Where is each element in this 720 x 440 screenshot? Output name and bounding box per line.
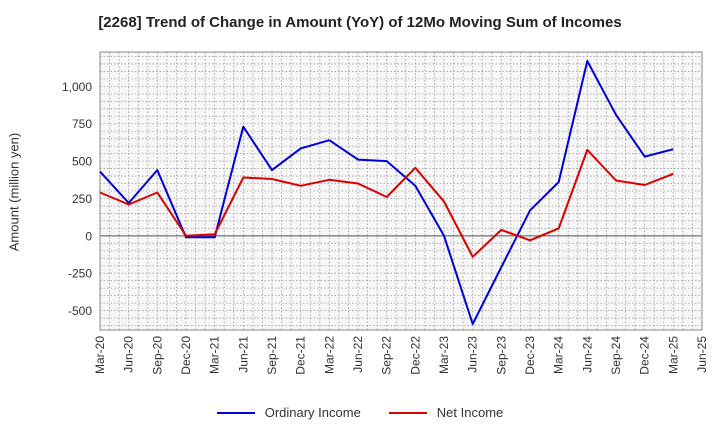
x-tick-label: Mar-22 xyxy=(322,336,336,374)
legend-item-net-income: Net Income xyxy=(388,405,504,420)
x-tick-label: Mar-25 xyxy=(666,336,680,374)
legend-item-ordinary-income: Ordinary Income xyxy=(216,405,361,420)
y-tick-label: 750 xyxy=(72,117,92,131)
x-tick-label: Mar-24 xyxy=(552,336,566,374)
x-tick-label: Dec-23 xyxy=(523,336,537,375)
x-tick-label: Sep-22 xyxy=(380,336,394,375)
x-tick-label: Sep-24 xyxy=(609,336,623,375)
y-tick-label: 1,000 xyxy=(62,80,92,94)
y-tick-label: -250 xyxy=(68,267,92,281)
x-tick-label: Dec-24 xyxy=(638,336,652,375)
legend-swatch-ordinary-income xyxy=(216,411,255,414)
legend-swatch-net-income xyxy=(388,411,427,414)
x-tick-label: Sep-21 xyxy=(265,336,279,375)
y-tick-label: -500 xyxy=(68,304,92,318)
series-line-net-income xyxy=(99,148,674,258)
legend: Ordinary Income Net Income xyxy=(0,405,720,420)
series-line-ordinary-income xyxy=(99,60,674,325)
x-tick-label: Mar-23 xyxy=(437,336,451,374)
legend-label-net-income: Net Income xyxy=(436,405,504,420)
x-tick-label: Jun-20 xyxy=(122,336,136,373)
x-tick-label: Dec-21 xyxy=(294,336,308,375)
x-tick-label: Sep-23 xyxy=(494,336,508,375)
y-tick-label: 0 xyxy=(85,229,92,243)
x-tick-label: Dec-20 xyxy=(179,336,193,375)
y-tick-label: 500 xyxy=(72,155,92,169)
x-tick-label: Dec-22 xyxy=(408,336,422,375)
x-tick-label: Jun-25 xyxy=(695,336,709,373)
x-tick-label: Jun-23 xyxy=(466,336,480,373)
chart-title: [2268] Trend of Change in Amount (YoY) o… xyxy=(98,14,622,31)
y-tick-label: 250 xyxy=(72,192,92,206)
x-tick-label: Jun-22 xyxy=(351,336,365,373)
x-tick-label: Mar-21 xyxy=(208,336,222,374)
x-tick-label: Jun-24 xyxy=(580,336,594,373)
plot-frame xyxy=(99,51,703,331)
x-tick-label: Mar-20 xyxy=(93,336,107,374)
x-tick-label: Jun-21 xyxy=(236,336,250,373)
legend-label-ordinary-income: Ordinary Income xyxy=(264,405,361,420)
x-tick-label: Sep-20 xyxy=(150,336,164,375)
